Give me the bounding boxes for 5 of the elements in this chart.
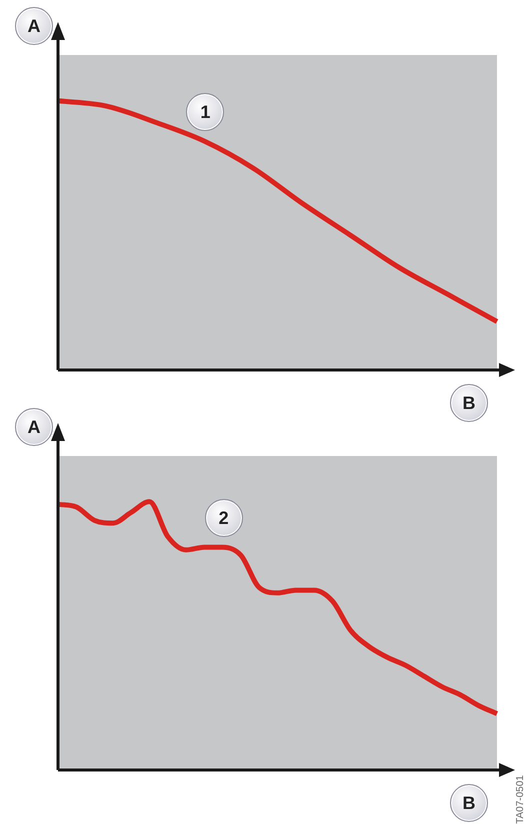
- axis-badge: A: [15, 408, 53, 446]
- text: TA07-0501: [514, 775, 526, 824]
- axis-badge: B: [450, 784, 488, 822]
- axis-badge: A: [15, 7, 53, 45]
- axis-badge: B: [450, 384, 488, 422]
